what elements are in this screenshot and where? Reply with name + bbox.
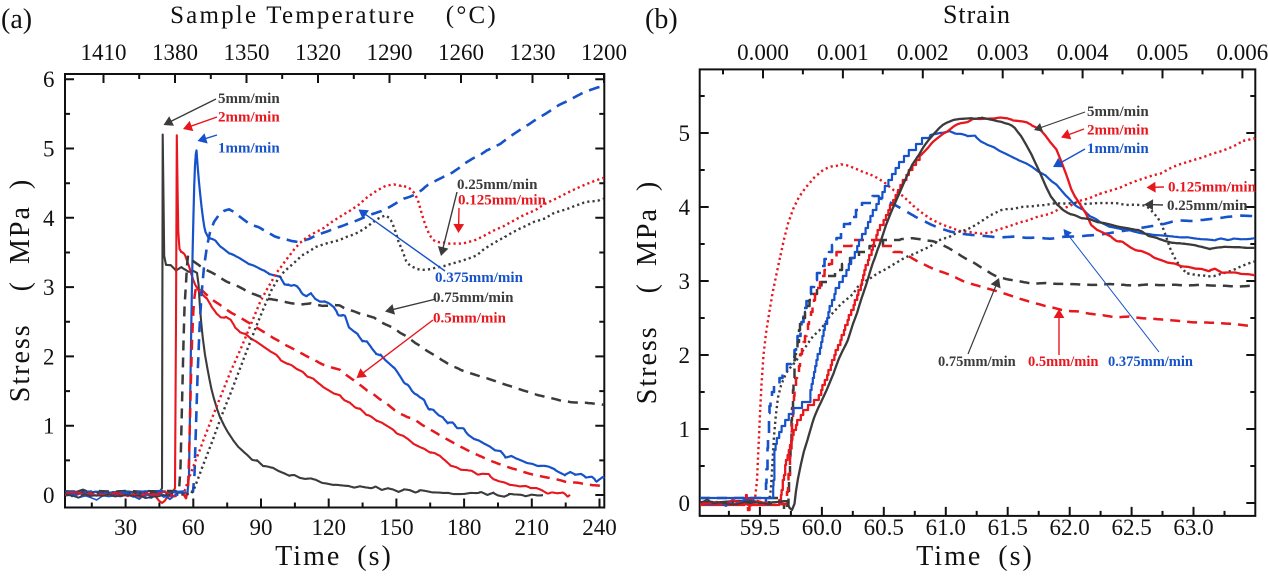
svg-text:0.006: 0.006: [1217, 40, 1268, 65]
svg-text:2: 2: [679, 343, 691, 368]
svg-text:0.003: 0.003: [977, 40, 1029, 65]
svg-text:Sample Temperature (°C): Sample Temperature (°C): [170, 2, 498, 29]
svg-text:2: 2: [43, 344, 55, 369]
svg-text:61.0: 61.0: [926, 515, 966, 540]
svg-text:60.0: 60.0: [802, 515, 842, 540]
svg-text:1410: 1410: [81, 40, 127, 65]
svg-text:Stress ( MPa ): Stress ( MPa ): [632, 180, 663, 404]
svg-text:1200: 1200: [581, 40, 627, 65]
svg-text:0.000: 0.000: [737, 40, 789, 65]
svg-text:6: 6: [43, 67, 55, 92]
svg-text:1: 1: [679, 417, 691, 442]
svg-text:60.5: 60.5: [864, 515, 904, 540]
svg-text:0.005: 0.005: [1137, 40, 1189, 65]
svg-text:4: 4: [43, 206, 55, 231]
svg-text:120: 120: [311, 515, 346, 540]
svg-text:Time (s): Time (s): [916, 541, 1034, 572]
svg-text:(b): (b): [645, 4, 678, 35]
svg-text:1290: 1290: [367, 40, 413, 65]
svg-text:0.125mm/min: 0.125mm/min: [458, 193, 547, 209]
svg-text:1230: 1230: [510, 40, 556, 65]
svg-text:62.0: 62.0: [1050, 515, 1090, 540]
svg-text:0.5mm/min: 0.5mm/min: [433, 311, 507, 327]
svg-text:0.002: 0.002: [897, 40, 949, 65]
svg-text:30: 30: [114, 515, 137, 540]
svg-text:0.375mm/min: 0.375mm/min: [1108, 354, 1193, 370]
svg-text:240: 240: [582, 515, 617, 540]
svg-text:0.75mm/min: 0.75mm/min: [433, 290, 514, 306]
svg-text:1320: 1320: [295, 40, 341, 65]
svg-text:61.5: 61.5: [988, 515, 1028, 540]
svg-text:0.001: 0.001: [817, 40, 869, 65]
svg-text:62.5: 62.5: [1111, 515, 1151, 540]
svg-text:0.5mm/min: 0.5mm/min: [1028, 354, 1098, 370]
svg-text:180: 180: [447, 515, 482, 540]
svg-text:1mm/min: 1mm/min: [1087, 141, 1149, 157]
svg-text:3: 3: [43, 275, 55, 300]
svg-text:59.5: 59.5: [740, 515, 780, 540]
svg-text:(a): (a): [1, 4, 32, 35]
svg-text:150: 150: [379, 515, 414, 540]
svg-text:0.25mm/min: 0.25mm/min: [1167, 198, 1248, 214]
svg-text:1260: 1260: [438, 40, 484, 65]
svg-text:2mm/min: 2mm/min: [1087, 123, 1149, 139]
svg-text:0: 0: [43, 483, 55, 508]
svg-text:5: 5: [43, 137, 55, 162]
svg-text:4: 4: [679, 195, 691, 220]
svg-text:Stress ( MPa ): Stress ( MPa ): [5, 178, 36, 402]
svg-text:0: 0: [679, 491, 691, 516]
svg-text:3: 3: [679, 269, 691, 294]
svg-text:0.125mm/min: 0.125mm/min: [1168, 180, 1257, 196]
svg-text:1: 1: [43, 414, 55, 439]
svg-text:0.004: 0.004: [1057, 40, 1109, 65]
svg-text:210: 210: [515, 515, 550, 540]
svg-text:Time (s): Time (s): [275, 541, 393, 572]
svg-text:0.375mm/min: 0.375mm/min: [435, 270, 524, 286]
svg-text:1380: 1380: [152, 40, 198, 65]
svg-text:0.75mm/min: 0.75mm/min: [938, 354, 1016, 370]
svg-text:Strain: Strain: [943, 0, 1011, 29]
svg-text:2mm/min: 2mm/min: [218, 110, 280, 126]
svg-text:5mm/min: 5mm/min: [218, 91, 280, 107]
svg-text:60: 60: [182, 515, 205, 540]
svg-text:1mm/min: 1mm/min: [218, 141, 280, 157]
svg-text:5: 5: [679, 121, 691, 146]
svg-text:1350: 1350: [224, 40, 270, 65]
svg-text:63.0: 63.0: [1173, 515, 1213, 540]
svg-text:90: 90: [250, 515, 273, 540]
svg-text:0.25mm/min: 0.25mm/min: [457, 177, 538, 193]
svg-text:5mm/min: 5mm/min: [1087, 104, 1149, 120]
